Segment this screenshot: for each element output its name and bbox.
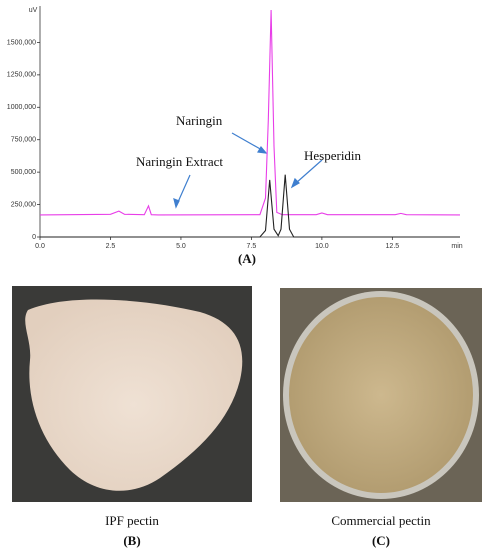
x-tick-label: 7.5 bbox=[247, 243, 257, 250]
panel-label: IPF pectin bbox=[105, 513, 159, 528]
annotation: Naringin bbox=[176, 113, 223, 128]
panel-label: Commercial pectin bbox=[331, 513, 431, 528]
x-tick-label: 2.5 bbox=[106, 243, 116, 250]
line bbox=[39, 9, 461, 216]
y-tick-label: 250,000 bbox=[11, 201, 36, 208]
x-unit: min bbox=[451, 243, 462, 250]
photo-c bbox=[280, 288, 482, 502]
caption: (C) bbox=[372, 533, 390, 548]
x-tick-label: 0.0 bbox=[35, 243, 45, 250]
photo-b bbox=[12, 286, 252, 502]
y-tick-label: 1000,000 bbox=[7, 104, 36, 111]
x-tick-label: 12.5 bbox=[386, 243, 400, 250]
annotation: Naringin Extract bbox=[136, 154, 223, 169]
line bbox=[40, 174, 460, 238]
annotation: Hesperidin bbox=[304, 148, 362, 163]
y-unit: uV bbox=[29, 7, 38, 14]
y-tick-label: 500,000 bbox=[11, 169, 36, 176]
y-tick-label: 1500,000 bbox=[7, 39, 36, 46]
caption: (A) bbox=[238, 251, 256, 266]
x-tick-label: 10.0 bbox=[315, 243, 329, 250]
caption: (B) bbox=[123, 533, 140, 548]
y-tick-label: 750,000 bbox=[11, 137, 36, 144]
y-tick-label: 1250,000 bbox=[7, 72, 36, 79]
annotation-arrows bbox=[173, 132, 323, 209]
y-tick-label: 0 bbox=[32, 234, 36, 241]
x-tick-label: 5.0 bbox=[176, 243, 186, 250]
